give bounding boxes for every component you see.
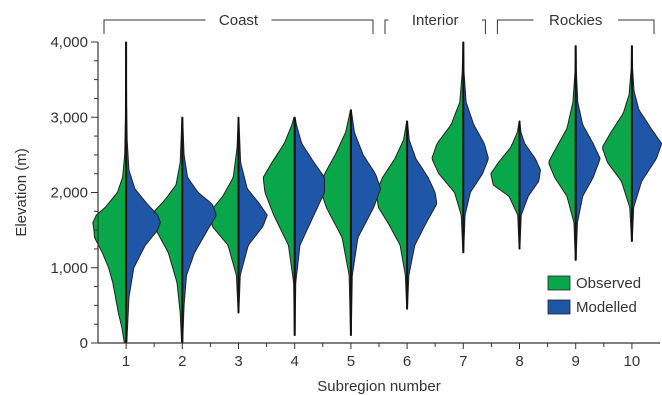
legend-swatch: [547, 299, 571, 315]
legend-swatch: [547, 275, 571, 291]
violin-half-observed: [431, 41, 464, 254]
y-axis: 0 1,000 2,000 3,000 4,000: [50, 34, 99, 352]
x-tick-label: 10: [624, 353, 641, 370]
y-tick-label: 2,000: [50, 185, 88, 202]
y-axis-label: Elevation (m): [13, 148, 30, 236]
violin-half-modelled: [294, 116, 325, 336]
region-label: Rockies: [549, 12, 602, 29]
x-tick-label: 1: [122, 353, 130, 370]
region-rockies: Rockies: [496, 12, 655, 34]
region-bracket-right: [271, 19, 374, 34]
x-tick-label: 2: [178, 353, 186, 370]
legend-label: Observed: [576, 275, 641, 292]
violin-half-modelled: [125, 41, 161, 344]
violin-half-observed: [602, 45, 633, 242]
violin-half-modelled: [462, 41, 489, 254]
x-tick-label: 7: [459, 353, 467, 370]
region-coast: Coast: [103, 12, 374, 34]
x-tick-label: 8: [515, 353, 523, 370]
violin-half-modelled: [238, 116, 268, 314]
legend-item: Modelled: [547, 299, 637, 316]
region-bracket-right: [482, 19, 486, 34]
violin-half-modelled: [631, 45, 662, 242]
region-brackets: Coast Interior Rockies: [103, 12, 655, 34]
violin-half-observed: [376, 120, 408, 310]
x-axis-label: Subregion number: [317, 378, 440, 395]
legend-item: Observed: [547, 275, 641, 292]
violin-half-modelled: [181, 116, 217, 344]
violin-half-modelled: [519, 120, 541, 250]
region-bracket-left: [496, 19, 534, 34]
region-interior: Interior: [384, 12, 486, 34]
violin-half-modelled: [350, 109, 382, 336]
x-axis: 1 2 3 4 5 6 7 8 9 10: [98, 342, 660, 370]
y-tick-label: 4,000: [50, 34, 88, 51]
violin-half-observed: [319, 109, 352, 336]
series-observed: [92, 41, 633, 344]
region-bracket-left: [103, 19, 206, 34]
x-tick-label: 6: [403, 353, 411, 370]
violin-half-modelled: [575, 45, 601, 261]
violin-half-observed: [548, 45, 577, 261]
x-tick-label: 5: [347, 353, 355, 370]
y-tick-label: 3,000: [50, 109, 88, 126]
region-label: Interior: [412, 12, 459, 29]
legend: Observed Modelled: [547, 275, 641, 316]
legend-label: Modelled: [576, 299, 637, 316]
region-bracket-left: [384, 19, 389, 34]
region-bracket-right: [617, 19, 655, 34]
plot-area: [92, 41, 662, 344]
x-tick-label: 4: [291, 353, 299, 370]
x-tick-label: 3: [234, 353, 242, 370]
y-tick-label: 1,000: [50, 260, 88, 277]
y-tick-label: 0: [80, 335, 88, 352]
violin-half-observed: [262, 116, 296, 336]
violin-half-modelled: [406, 120, 438, 310]
region-label: Coast: [219, 12, 259, 29]
x-tick-label: 9: [572, 353, 580, 370]
violin-half-observed: [490, 120, 520, 250]
